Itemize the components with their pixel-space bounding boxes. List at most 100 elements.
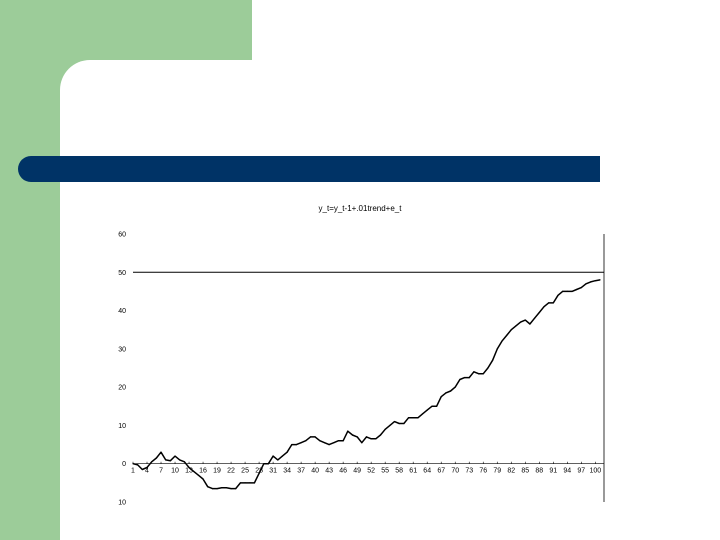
data-point [183, 461, 185, 463]
data-point [426, 409, 428, 411]
x-axis: 1 4 7 10 13 16 19 22 25 28 31 34 37 40 43 46 49 52 55 58 61 6… [131, 461, 604, 475]
data-point [235, 488, 237, 490]
data-point [548, 302, 550, 304]
x-tick-label: 97 [577, 468, 585, 475]
y-tick-label: 50 [118, 270, 126, 277]
data-point [487, 367, 489, 369]
data-point [258, 472, 260, 474]
data-point [193, 470, 195, 472]
y-tick-label: 30 [118, 346, 126, 353]
data-point [253, 482, 255, 484]
data-point [445, 392, 447, 394]
data-point [529, 323, 531, 325]
data-point [239, 482, 241, 484]
data-point [361, 442, 363, 444]
x-tick-label: 31 [269, 468, 277, 475]
data-point [552, 302, 554, 304]
data-point [281, 455, 283, 457]
x-tick-label: 43 [325, 468, 333, 475]
x-tick-label: 28 [255, 468, 263, 475]
x-tick-label: 13 [185, 468, 193, 475]
data-point [506, 334, 508, 337]
x-tick-label: 40 [311, 468, 319, 475]
data-point [384, 428, 386, 430]
x-tick-label: 58 [395, 468, 403, 475]
x-tick-label: 70 [451, 468, 459, 475]
data-point [309, 436, 312, 438]
data-point [379, 434, 382, 436]
x-tick-label: 4 [145, 468, 149, 475]
data-point [436, 405, 438, 407]
data-point [323, 442, 326, 444]
data-point [165, 459, 167, 461]
data-point [272, 455, 274, 457]
data-point [351, 434, 354, 436]
x-tick-label: 16 [199, 468, 207, 475]
x-tick-label: 1 [131, 468, 135, 475]
series-line [132, 279, 601, 490]
data-point [179, 459, 181, 461]
x-tick-label: 91 [549, 468, 557, 475]
data-point [160, 451, 162, 453]
x-tick-label: 55 [381, 468, 389, 475]
data-point [221, 487, 223, 489]
data-point [305, 440, 307, 442]
data-point [225, 487, 227, 489]
x-tick-label: 85 [521, 468, 529, 475]
x-tick-label: 61 [409, 468, 417, 475]
y-tick-label: 60 [118, 232, 126, 239]
x-tick-label: 82 [507, 468, 515, 475]
data-point [557, 294, 559, 296]
data-point [580, 287, 582, 289]
data-point [566, 290, 568, 292]
x-tick-label: 100 [589, 468, 601, 475]
data-point [342, 440, 344, 442]
data-point [393, 421, 396, 423]
data-point [365, 436, 368, 438]
data-point [188, 466, 190, 469]
y-tick-label: 10 [118, 500, 126, 507]
data-point [534, 317, 536, 319]
data-point [431, 405, 433, 407]
data-point [356, 436, 358, 438]
data-point [277, 459, 279, 461]
data-point [333, 442, 335, 444]
data-point [197, 474, 199, 476]
data-point [492, 359, 494, 361]
x-tick-label: 94 [563, 468, 571, 475]
data-point [347, 430, 349, 432]
x-tick-label: 34 [283, 468, 291, 475]
data-point [524, 319, 526, 321]
data-point [454, 386, 456, 388]
series-points [132, 279, 601, 490]
y-tick-label: 10 [118, 423, 126, 430]
data-point [473, 371, 475, 373]
data-point [421, 413, 424, 415]
data-point [571, 290, 573, 292]
x-tick-label: 79 [493, 468, 501, 475]
data-point [520, 321, 522, 323]
data-point [501, 340, 503, 342]
data-point [389, 424, 391, 426]
data-point [295, 444, 297, 446]
data-point [478, 373, 480, 375]
data-point [267, 463, 269, 465]
data-point [137, 464, 139, 466]
data-point [141, 468, 143, 471]
data-point [249, 482, 251, 484]
x-tick-label: 22 [227, 468, 235, 475]
data-point [496, 348, 498, 350]
y-tick-label: 20 [118, 385, 126, 392]
data-point [244, 482, 246, 484]
data-point [155, 457, 157, 459]
data-point [594, 280, 596, 282]
data-point [407, 417, 410, 419]
data-point [314, 436, 316, 438]
y-axis: 60 50 40 30 20 10 0 10 [118, 232, 126, 507]
data-point [450, 390, 452, 392]
x-tick-label: 46 [339, 468, 347, 475]
x-tick-label: 25 [241, 468, 249, 475]
data-point [146, 466, 148, 469]
data-point [328, 444, 330, 446]
